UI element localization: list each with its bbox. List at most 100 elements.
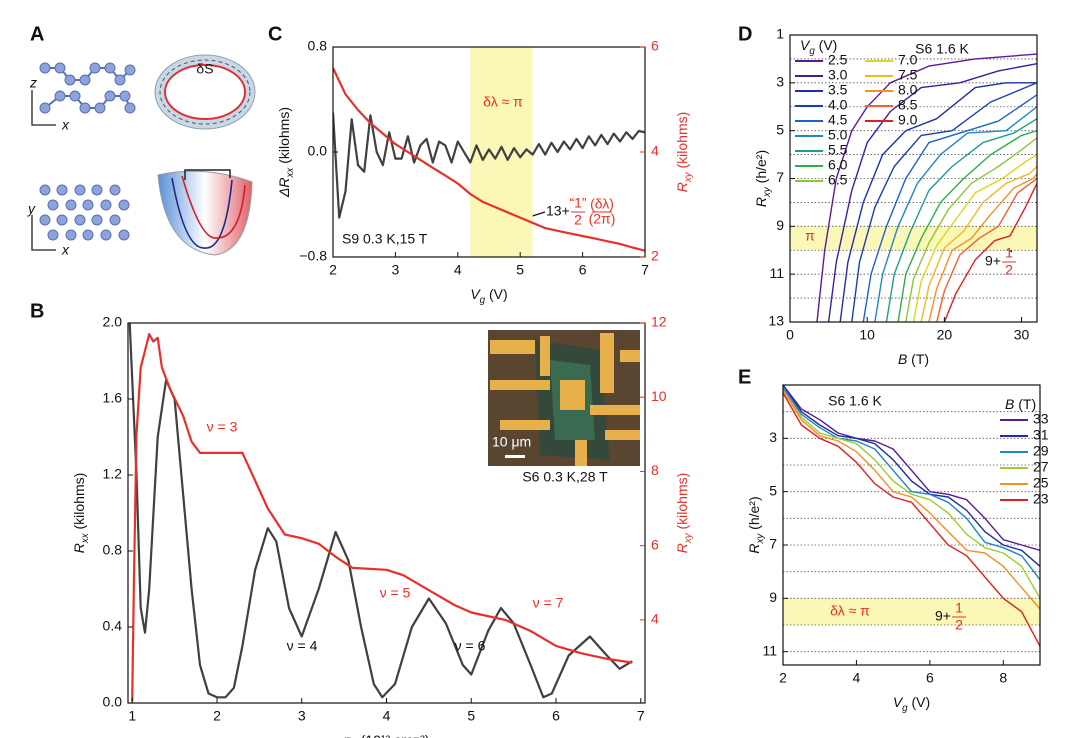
data-line xyxy=(333,67,645,252)
x-tick-label: 4 xyxy=(853,670,861,686)
y-axis-label-part: (h/e²) xyxy=(753,150,769,187)
legend-title-part: g xyxy=(809,46,815,57)
x-axis-label-part: (V) xyxy=(908,694,931,710)
x-tick-label: 2 xyxy=(213,708,221,724)
legend-label: 23 xyxy=(1033,491,1049,507)
axis-letter: y xyxy=(27,201,36,217)
data-line xyxy=(920,165,1037,322)
data-line xyxy=(897,130,1037,322)
y2-axis-label-part: R xyxy=(674,182,690,192)
panel-letter: C xyxy=(268,23,282,45)
fraction-num: 1 xyxy=(1005,245,1013,261)
data-line xyxy=(928,173,1037,322)
y-tick-label: 0.8 xyxy=(103,542,123,558)
data-line xyxy=(783,385,1040,551)
y-axis-label-part: R xyxy=(746,544,762,554)
data-line xyxy=(333,112,645,219)
fraction-prefix: 9+ xyxy=(985,253,1001,269)
highlight-band xyxy=(790,226,1037,251)
y-tick-label: 11 xyxy=(762,642,777,658)
fraction-num: 1 xyxy=(955,600,963,616)
y-axis-label: Rxx (kilohms) xyxy=(71,473,91,554)
panel-letter: D xyxy=(738,23,752,45)
x-tick-label: 7 xyxy=(641,262,649,278)
y-tick-label: 1.6 xyxy=(103,390,123,406)
legend-label: 33 xyxy=(1033,411,1049,427)
y2-axis-label-part: xy xyxy=(683,532,694,544)
y-axis-label-part: (h/e²) xyxy=(746,496,762,533)
y-axis-label-part: xy xyxy=(762,186,773,198)
data-line xyxy=(783,392,1040,647)
y-axis-label-part: ΔR xyxy=(276,177,292,198)
x-tick-label: 3 xyxy=(392,262,400,278)
annotation: S6 0.3 K,28 T xyxy=(522,469,608,485)
y2-tick-label: 4 xyxy=(651,611,659,627)
legend-title-part: V xyxy=(800,37,811,53)
y-tick-label: 3 xyxy=(776,74,784,90)
highlight-band xyxy=(470,47,533,257)
x-tick-label: 6 xyxy=(926,670,934,686)
x-tick-label: 2 xyxy=(329,262,337,278)
y2-axis-label-part: xy xyxy=(683,171,694,183)
panel-letter: E xyxy=(738,366,751,388)
data-line xyxy=(783,389,1040,599)
annotation: δλ ≈ π xyxy=(830,603,870,619)
data-line xyxy=(905,137,1037,322)
x-tick-label: 10 xyxy=(859,327,875,343)
x-tick-label: 0 xyxy=(786,327,794,343)
legend-label: 29 xyxy=(1033,443,1049,459)
fraction-prefix: 13+ xyxy=(546,203,570,219)
x-axis-label: Vg (V) xyxy=(893,694,930,714)
legend-label: 5.0 xyxy=(828,127,848,143)
x-tick-label: 20 xyxy=(937,327,953,343)
data-line xyxy=(936,177,1037,322)
x-axis-label-part: V xyxy=(470,286,481,302)
y-tick-label: 3 xyxy=(769,429,777,445)
x-tick-label: 3 xyxy=(298,708,306,724)
y-tick-label: 1 xyxy=(776,26,784,42)
x-tick-label: 6 xyxy=(579,262,587,278)
legend-label: 4.5 xyxy=(828,112,848,128)
x-axis-label-part: (V) xyxy=(485,286,508,302)
data-line xyxy=(943,182,1037,322)
y-axis-label-part: xy xyxy=(755,533,766,545)
y-axis-label-part: R xyxy=(753,197,769,207)
legend-label: 5.5 xyxy=(828,142,848,158)
x-axis-label-part: g xyxy=(902,703,908,714)
y-tick-label: 5 xyxy=(769,482,777,498)
delta-s-label: δS xyxy=(196,61,213,77)
data-line xyxy=(851,82,1037,322)
legend-label: 3.5 xyxy=(828,82,848,98)
x-axis-label: B (T) xyxy=(898,351,929,367)
fraction-den: 2 xyxy=(574,212,582,228)
data-line xyxy=(912,154,1037,322)
y-axis-label-part: (kilohms) xyxy=(276,107,292,168)
annotation: ν = 4 xyxy=(287,638,318,654)
legend-title: B (T) xyxy=(1005,396,1036,412)
data-line xyxy=(783,389,1040,610)
y2-axis-label-part: (kilohms) xyxy=(674,112,690,173)
inset-photo xyxy=(488,330,640,466)
y-tick-label: 11 xyxy=(769,265,784,281)
y-tick-label: 0.0 xyxy=(103,694,123,710)
axis-letter: z xyxy=(29,75,37,91)
legend-title-part: (T) xyxy=(1014,396,1036,412)
annotation: ν = 6 xyxy=(455,638,486,654)
y-tick-label: 9 xyxy=(776,217,784,233)
y-axis-label: Rxy (h/e²) xyxy=(746,496,766,553)
y-axis-label: ΔRxx (kilohms) xyxy=(276,107,296,198)
y-tick-label: 13 xyxy=(768,313,784,329)
legend-title: Vg (V) xyxy=(800,37,837,57)
x-axis-label-part: g xyxy=(480,295,486,306)
x-tick-label: 8 xyxy=(999,670,1007,686)
axis-letter: x xyxy=(61,242,70,258)
y-tick-label: 0.0 xyxy=(308,143,328,159)
y2-axis-label: Rxy (kilohms) xyxy=(674,112,694,193)
data-line xyxy=(839,82,1037,322)
y-tick-label: 0.8 xyxy=(308,38,328,54)
y-axis-label-part: (kilohms) xyxy=(71,473,87,534)
y2-tick-label: 2 xyxy=(651,248,659,264)
y-tick-label: 9 xyxy=(769,589,777,605)
